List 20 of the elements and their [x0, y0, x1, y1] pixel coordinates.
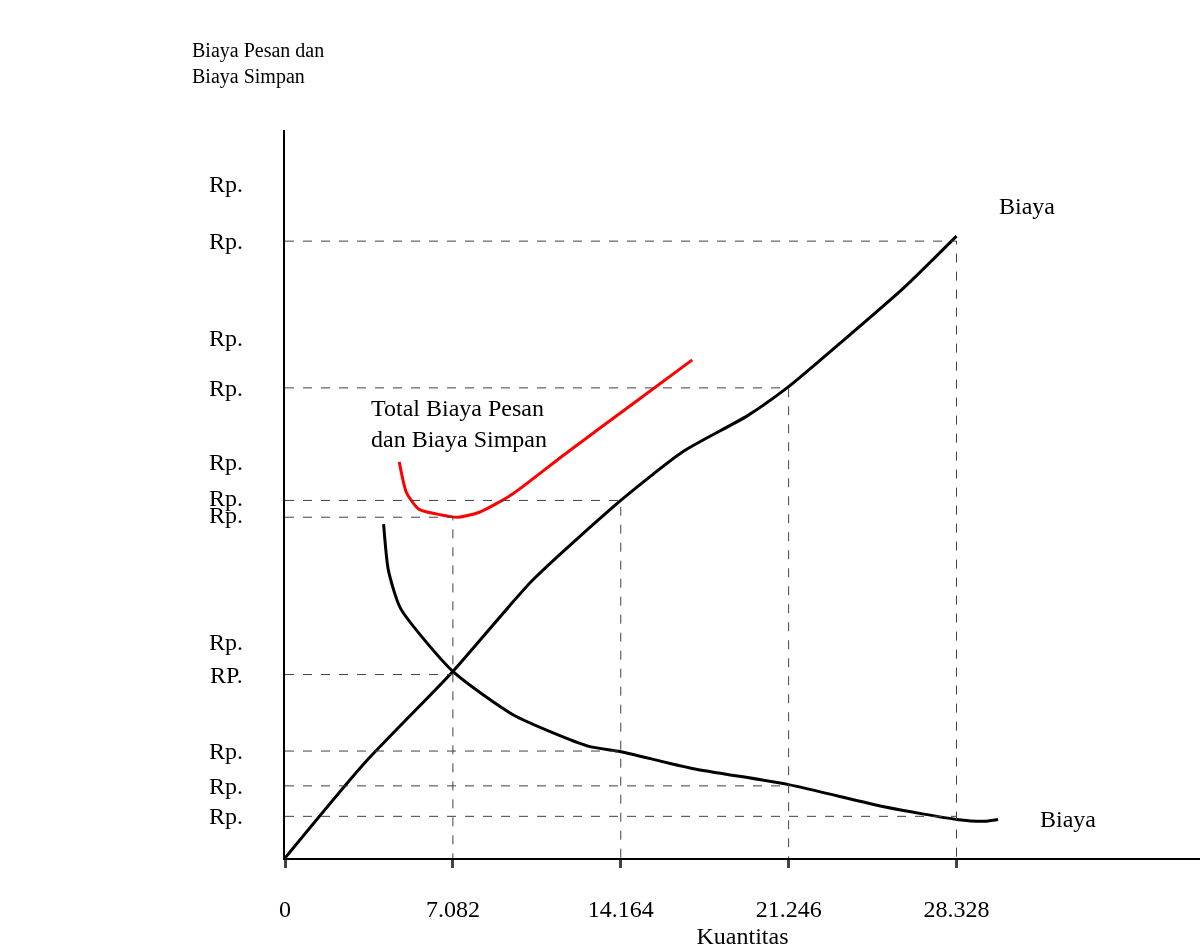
series-label: Total Biaya Pesan dan Biaya Simpan — [371, 395, 547, 453]
x-tick-label: 28.328 — [923, 895, 990, 922]
text: Rp. — [209, 449, 244, 475]
x-tick-label: 0 — [279, 895, 291, 922]
text: Rp. — [209, 375, 244, 401]
x-tick-label: 14.164 — [587, 895, 654, 922]
text: Biaya Pesan dan Biaya Simpan — [192, 39, 325, 88]
series-label: Biaya — [999, 193, 1056, 219]
text: Rp. — [209, 773, 244, 799]
x-tick-label: 21.246 — [755, 895, 822, 922]
text: RP. — [210, 662, 243, 688]
text: Rp. — [209, 325, 244, 351]
x-tick-label: 7.082 — [425, 895, 480, 922]
text: Rp. — [209, 803, 244, 829]
text: Rp. — [209, 738, 244, 764]
text: Rp. — [209, 171, 244, 197]
text: Rp. — [209, 228, 244, 254]
text: Rp. — [209, 629, 244, 655]
series-label: Biaya — [1040, 806, 1097, 832]
x-axis-title: Kuantitas — [696, 923, 789, 949]
